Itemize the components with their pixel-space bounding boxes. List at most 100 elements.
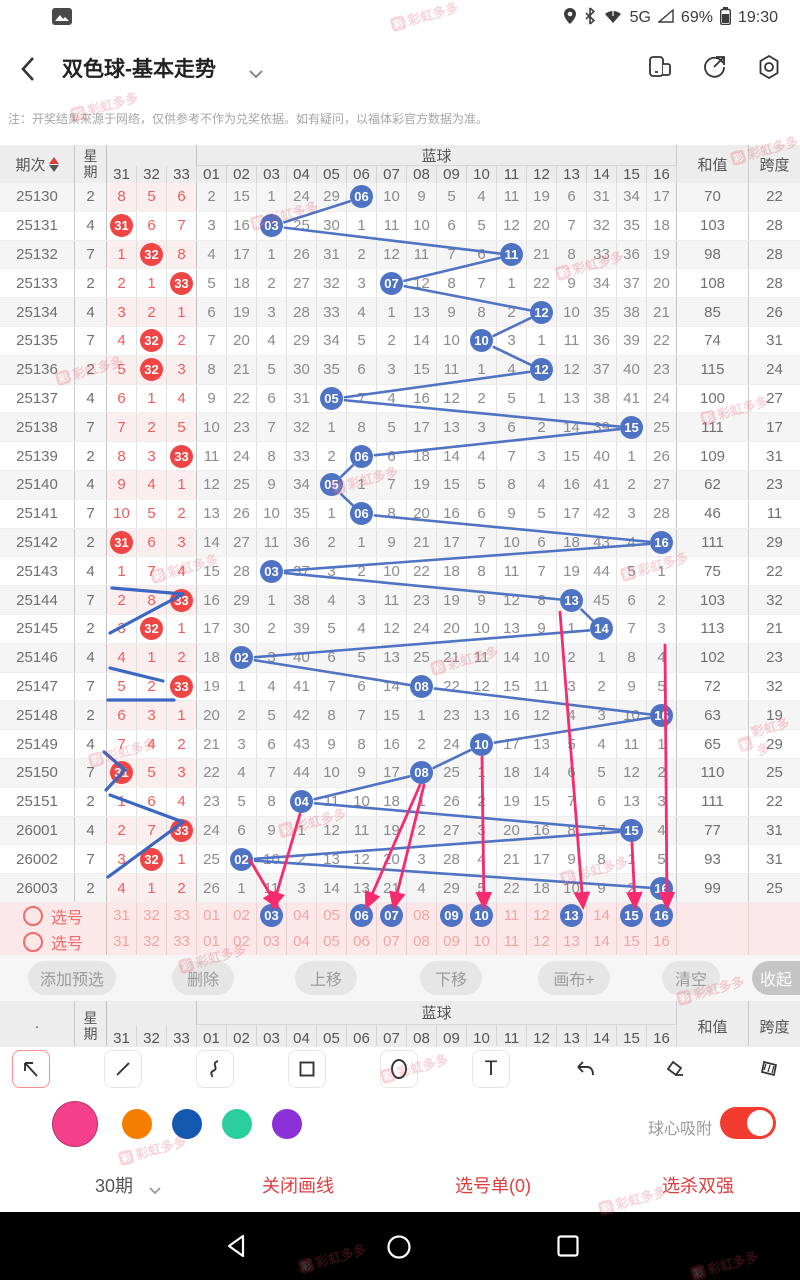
- selection-label[interactable]: 选号: [0, 928, 107, 955]
- selection-red-number[interactable]: 31: [107, 902, 137, 929]
- selected-blue-ball[interactable]: 16: [650, 904, 673, 928]
- close-drawing-button[interactable]: 关闭画线: [262, 1176, 334, 1196]
- blue-cell: 21: [437, 643, 467, 672]
- ellipse-tool-icon[interactable]: [380, 1050, 418, 1088]
- selection-blue-number[interactable]: 11: [497, 902, 527, 929]
- rect-tool-icon[interactable]: [288, 1050, 326, 1088]
- blue-cell: 15: [197, 557, 227, 586]
- share-icon[interactable]: [702, 54, 728, 85]
- add-preselect-button[interactable]: 添加预选: [28, 961, 116, 995]
- selection-blue-number[interactable]: 13: [557, 902, 587, 929]
- android-back-icon[interactable]: [226, 1234, 246, 1263]
- selection-blue-number[interactable]: 06: [347, 928, 377, 955]
- snap-toggle[interactable]: [720, 1107, 776, 1139]
- selection-blue-number[interactable]: 05: [317, 928, 347, 955]
- curve-tool-icon[interactable]: [196, 1050, 234, 1088]
- selection-blue-number[interactable]: 07: [377, 928, 407, 955]
- blue-cell: 9: [257, 816, 287, 845]
- selection-blue-number[interactable]: 16: [647, 902, 677, 929]
- selection-blue-number[interactable]: 02: [227, 902, 257, 929]
- blue-cell: 8: [587, 845, 617, 874]
- multi-window-icon[interactable]: [648, 54, 674, 85]
- selection-blue-number[interactable]: 09: [437, 902, 467, 929]
- blue-cell: 1: [617, 845, 647, 874]
- blue-cell: 4: [467, 442, 497, 470]
- selection-blue-number[interactable]: 13: [557, 928, 587, 955]
- dropdown-caret-icon[interactable]: [248, 66, 264, 84]
- canvas-button[interactable]: 画布+: [538, 961, 610, 995]
- blue-cell: 16: [227, 211, 257, 240]
- selection-blue-number[interactable]: 04: [287, 902, 317, 929]
- palette-color[interactable]: [52, 1101, 98, 1147]
- selection-blue-number[interactable]: 14: [587, 928, 617, 955]
- selection-blue-number[interactable]: 01: [197, 928, 227, 955]
- blue-cell: 4: [467, 183, 497, 211]
- selection-red-number[interactable]: 33: [167, 902, 197, 929]
- eraser-icon[interactable]: [656, 1050, 694, 1088]
- selection-blue-number[interactable]: 06: [347, 902, 377, 929]
- blue-cell: 2: [467, 384, 497, 413]
- selected-blue-ball[interactable]: 07: [380, 904, 403, 928]
- selection-blue-number[interactable]: 08: [407, 902, 437, 929]
- selection-blue-number[interactable]: 11: [497, 928, 527, 955]
- selection-blue-number[interactable]: 15: [617, 902, 647, 929]
- selection-blue-number[interactable]: 12: [527, 902, 557, 929]
- week-cell: 2: [75, 442, 107, 470]
- selected-blue-ball[interactable]: 15: [620, 904, 643, 928]
- selected-blue-ball[interactable]: 03: [260, 904, 283, 928]
- selected-blue-ball[interactable]: 09: [440, 904, 463, 928]
- selection-red-number[interactable]: 33: [167, 928, 197, 955]
- move-down-button[interactable]: 下移: [420, 961, 482, 995]
- selection-blue-number[interactable]: 05: [317, 902, 347, 929]
- selection-blue-number[interactable]: 04: [287, 928, 317, 955]
- selection-blue-number[interactable]: 01: [197, 902, 227, 929]
- blue-cell: 34: [617, 183, 647, 211]
- selection-blue-number[interactable]: 03: [257, 902, 287, 929]
- selection-blue-number[interactable]: 12: [527, 928, 557, 955]
- kill-double-button[interactable]: 选杀双强: [662, 1176, 734, 1196]
- move-up-button[interactable]: 上移: [295, 961, 357, 995]
- text-tool-icon[interactable]: T: [472, 1050, 510, 1088]
- selection-blue-number[interactable]: 10: [467, 902, 497, 929]
- selection-blue-number[interactable]: 08: [407, 928, 437, 955]
- collapse-button[interactable]: 收起: [752, 961, 800, 995]
- android-home-icon[interactable]: [386, 1234, 412, 1265]
- selection-blue-number[interactable]: 10: [467, 928, 497, 955]
- period-select[interactable]: 30期: [95, 1176, 134, 1196]
- android-recents-icon[interactable]: [556, 1234, 580, 1263]
- sum-cell: 99: [677, 874, 749, 902]
- selection-red-number[interactable]: 32: [137, 902, 167, 929]
- selection-blue-number[interactable]: 09: [437, 928, 467, 955]
- clear-marks-icon[interactable]: [750, 1050, 788, 1088]
- blue-cell: 26: [287, 240, 317, 269]
- selection-blue-number[interactable]: 02: [227, 928, 257, 955]
- selected-blue-ball[interactable]: 13: [560, 904, 583, 928]
- line-tool-icon[interactable]: [104, 1050, 142, 1088]
- radio-circle-icon[interactable]: [22, 931, 43, 952]
- back-icon[interactable]: [20, 56, 36, 87]
- selected-blue-ball[interactable]: 10: [470, 904, 493, 928]
- selected-blue-ball[interactable]: 06: [350, 904, 373, 928]
- arrow-tool-icon[interactable]: [12, 1050, 50, 1088]
- delete-button[interactable]: 删除: [172, 961, 234, 995]
- selection-label[interactable]: 选号: [0, 902, 107, 929]
- clear-button[interactable]: 清空: [662, 961, 720, 995]
- blue-cell: 5: [587, 758, 617, 787]
- radio-circle-icon[interactable]: [22, 905, 43, 926]
- selection-blue-number[interactable]: 07: [377, 902, 407, 929]
- blue-cell: 9: [497, 499, 527, 528]
- selection-red-number[interactable]: 31: [107, 928, 137, 955]
- palette-color[interactable]: [222, 1109, 252, 1139]
- selection-blue-number[interactable]: 03: [257, 928, 287, 955]
- selection-blue-number[interactable]: 15: [617, 928, 647, 955]
- palette-color[interactable]: [172, 1109, 202, 1139]
- palette-color[interactable]: [122, 1109, 152, 1139]
- settings-icon[interactable]: [756, 54, 782, 85]
- selection-red-number[interactable]: 32: [137, 928, 167, 955]
- palette-color[interactable]: [272, 1109, 302, 1139]
- selection-blue-number[interactable]: 16: [647, 928, 677, 955]
- ticket-button[interactable]: 选号单(0): [455, 1176, 531, 1196]
- undo-icon[interactable]: [566, 1050, 604, 1088]
- blue-cell: 14: [557, 413, 587, 442]
- selection-blue-number[interactable]: 14: [587, 902, 617, 929]
